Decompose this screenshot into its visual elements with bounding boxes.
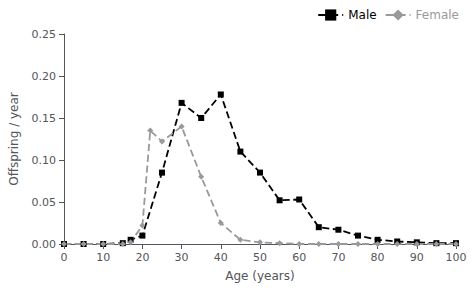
svg-text:0.15: 0.15 (32, 112, 57, 125)
svg-text:100: 100 (446, 251, 467, 264)
svg-text:0.00: 0.00 (32, 238, 57, 251)
svg-text:40: 40 (214, 251, 228, 264)
svg-text:0: 0 (61, 251, 68, 264)
svg-text:50: 50 (253, 251, 267, 264)
svg-text:0.10: 0.10 (32, 154, 57, 167)
svg-text:90: 90 (410, 251, 424, 264)
svg-text:0.20: 0.20 (32, 70, 57, 83)
svg-text:10: 10 (96, 251, 110, 264)
svg-text:0.05: 0.05 (32, 196, 57, 209)
svg-text:60: 60 (292, 251, 306, 264)
svg-text:Age (years): Age (years) (225, 269, 294, 283)
svg-text:Offspring / year: Offspring / year (7, 92, 21, 186)
svg-text:80: 80 (371, 251, 385, 264)
svg-text:70: 70 (331, 251, 345, 264)
svg-text:0.25: 0.25 (32, 28, 57, 41)
svg-text:Male: Male (348, 8, 376, 22)
svg-text:Female: Female (416, 8, 459, 22)
svg-text:20: 20 (135, 251, 149, 264)
svg-text:30: 30 (175, 251, 189, 264)
